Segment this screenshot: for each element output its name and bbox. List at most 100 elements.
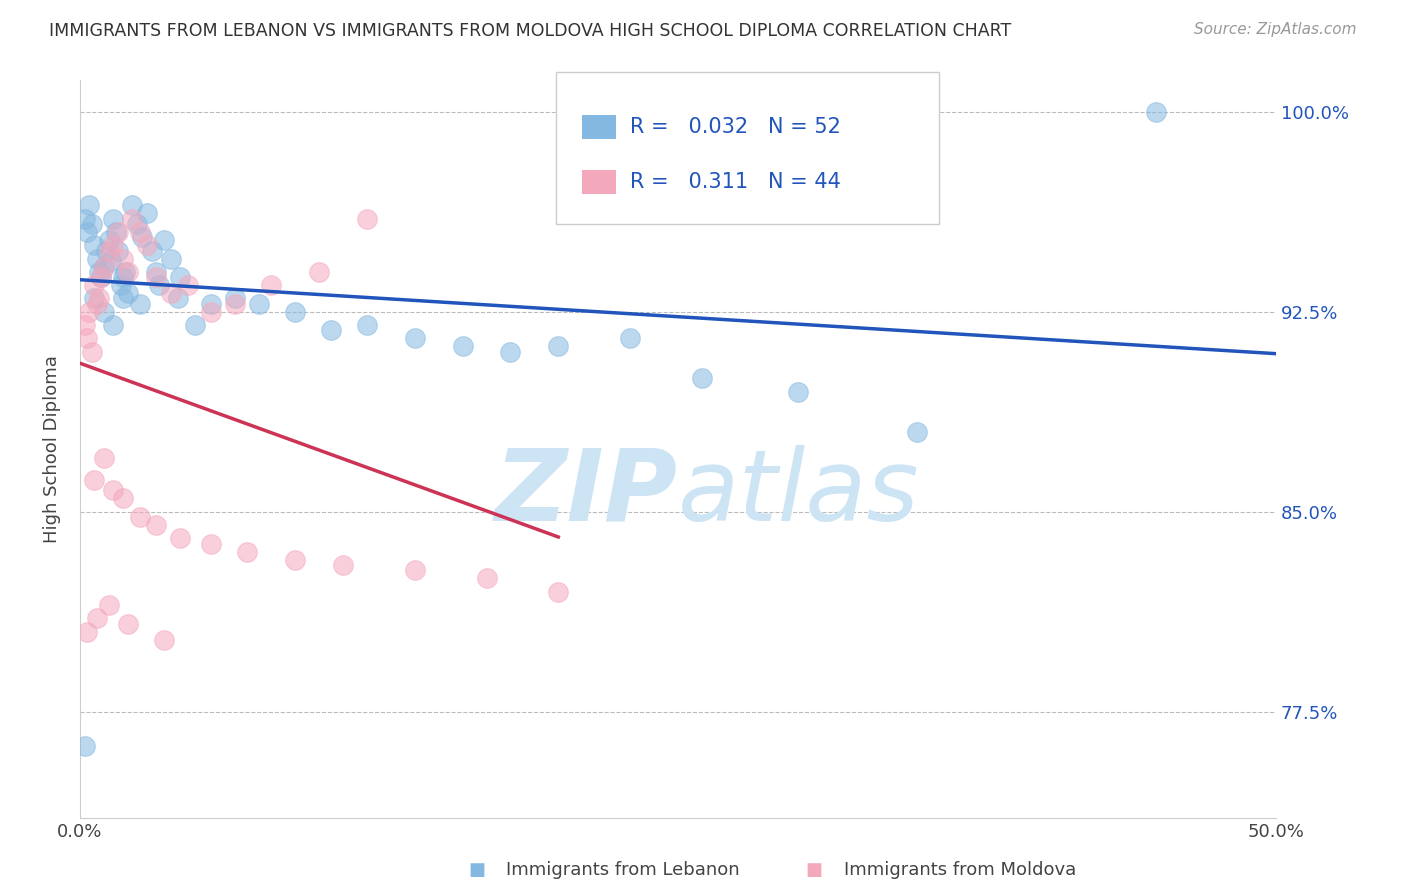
- Point: [200, 297, 222, 311]
- Point: [121, 211, 143, 226]
- Point: [167, 292, 190, 306]
- Point: [152, 632, 174, 647]
- Point: [145, 270, 167, 285]
- Point: [159, 252, 181, 266]
- Bar: [582, 170, 616, 194]
- Point: [404, 331, 426, 345]
- FancyBboxPatch shape: [555, 72, 939, 224]
- Bar: [582, 114, 616, 139]
- Point: [111, 270, 134, 285]
- Point: [90, 270, 112, 285]
- Point: [128, 510, 150, 524]
- Point: [90, 270, 112, 285]
- Point: [93, 451, 115, 466]
- Point: [117, 286, 139, 301]
- Point: [86, 297, 108, 311]
- Point: [79, 198, 101, 212]
- Point: [97, 233, 120, 247]
- Point: [547, 339, 569, 353]
- Point: [73, 211, 96, 226]
- Point: [169, 532, 191, 546]
- Point: [103, 238, 125, 252]
- Point: [86, 252, 108, 266]
- Point: [284, 553, 307, 567]
- Point: [356, 211, 378, 226]
- Point: [103, 483, 125, 498]
- Point: [83, 292, 105, 306]
- Text: ■: ■: [806, 861, 823, 879]
- Point: [499, 344, 522, 359]
- Point: [80, 344, 103, 359]
- Point: [104, 225, 127, 239]
- Point: [905, 425, 928, 439]
- Point: [451, 339, 474, 353]
- Point: [79, 305, 101, 319]
- Point: [404, 564, 426, 578]
- Point: [103, 211, 125, 226]
- Point: [114, 265, 136, 279]
- Point: [97, 598, 120, 612]
- Point: [183, 318, 205, 333]
- Point: [93, 260, 115, 274]
- Point: [87, 292, 110, 306]
- Point: [1144, 104, 1167, 119]
- Point: [141, 244, 163, 258]
- Point: [128, 297, 150, 311]
- Point: [200, 537, 222, 551]
- Text: Immigrants from Lebanon: Immigrants from Lebanon: [506, 861, 740, 879]
- Text: IMMIGRANTS FROM LEBANON VS IMMIGRANTS FROM MOLDOVA HIGH SCHOOL DIPLOMA CORRELATI: IMMIGRANTS FROM LEBANON VS IMMIGRANTS FR…: [49, 22, 1011, 40]
- Point: [76, 331, 98, 345]
- Point: [152, 233, 174, 247]
- Text: ■: ■: [468, 861, 485, 879]
- Text: ZIP: ZIP: [495, 445, 678, 542]
- Point: [247, 297, 270, 311]
- Point: [83, 473, 105, 487]
- Point: [76, 225, 98, 239]
- Point: [100, 254, 122, 268]
- Point: [111, 292, 134, 306]
- Point: [319, 324, 342, 338]
- Point: [475, 572, 498, 586]
- Text: atlas: atlas: [678, 445, 920, 542]
- Point: [110, 278, 132, 293]
- Point: [97, 244, 120, 258]
- Text: Source: ZipAtlas.com: Source: ZipAtlas.com: [1194, 22, 1357, 37]
- Point: [145, 518, 167, 533]
- Point: [117, 616, 139, 631]
- Point: [332, 558, 354, 573]
- Point: [87, 265, 110, 279]
- Point: [83, 238, 105, 252]
- Point: [107, 225, 129, 239]
- Text: R =   0.311   N = 44: R = 0.311 N = 44: [630, 172, 841, 192]
- Y-axis label: High School Diploma: High School Diploma: [44, 355, 60, 543]
- Point: [308, 265, 330, 279]
- Point: [176, 278, 198, 293]
- Point: [260, 278, 283, 293]
- Point: [224, 297, 246, 311]
- Point: [93, 305, 115, 319]
- Point: [131, 230, 153, 244]
- Point: [356, 318, 378, 333]
- Point: [103, 318, 125, 333]
- Point: [547, 584, 569, 599]
- Point: [159, 286, 181, 301]
- Point: [284, 305, 307, 319]
- Point: [73, 318, 96, 333]
- Point: [690, 371, 713, 385]
- Point: [145, 265, 167, 279]
- Point: [236, 545, 259, 559]
- Point: [135, 206, 157, 220]
- Point: [117, 265, 139, 279]
- Point: [111, 491, 134, 506]
- Point: [86, 611, 108, 625]
- Point: [83, 278, 105, 293]
- Point: [111, 252, 134, 266]
- Point: [148, 278, 170, 293]
- Text: R =   0.032   N = 52: R = 0.032 N = 52: [630, 117, 841, 136]
- Point: [121, 198, 143, 212]
- Point: [96, 244, 118, 258]
- Text: Immigrants from Moldova: Immigrants from Moldova: [844, 861, 1076, 879]
- Point: [619, 331, 641, 345]
- Point: [80, 217, 103, 231]
- Point: [107, 244, 129, 258]
